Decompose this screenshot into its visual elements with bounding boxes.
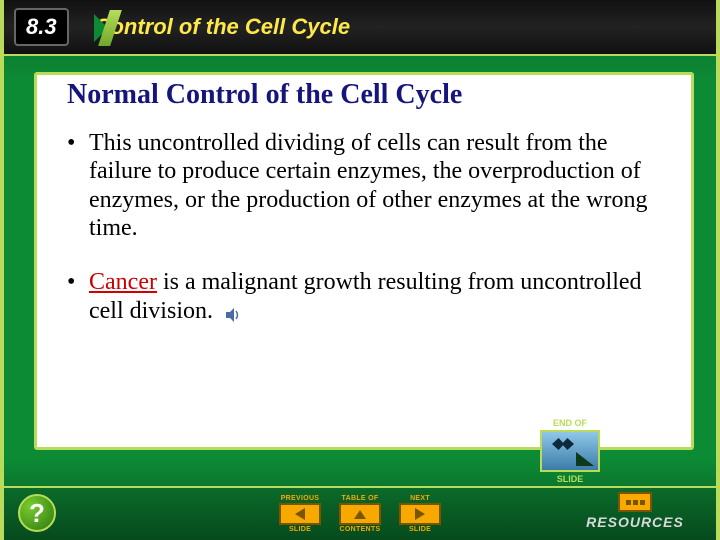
grid-dot-icon [633, 500, 638, 505]
bullet-2-text: is a malignant growth resulting from unc… [89, 269, 642, 323]
slide-header: 8.3 Control of the Cell Cycle [4, 0, 716, 56]
bullet-2: Cancer is a malignant growth resulting f… [67, 268, 673, 325]
toc-icon-box [339, 503, 381, 525]
bullet-1-text: This uncontrolled dividing of cells can … [89, 130, 648, 241]
section-badge: 8.3 [14, 8, 69, 46]
table-of-contents-button[interactable]: TABLE OF CONTENTS [334, 495, 386, 533]
next-label-top: NEXT [394, 495, 446, 502]
prev-icon-box [279, 503, 321, 525]
audio-icon[interactable] [223, 303, 241, 321]
grid-dot-icon [640, 500, 645, 505]
content-title: Normal Control of the Cell Cycle [67, 79, 673, 111]
prev-label-top: PREVIOUS [274, 495, 326, 502]
next-icon-box [399, 503, 441, 525]
toc-label-bot: CONTENTS [334, 526, 386, 533]
help-button[interactable]: ? [18, 494, 56, 532]
end-label-top: END OF [534, 418, 606, 428]
corner-triangle-icon [576, 452, 594, 466]
slide-footer: ? PREVIOUS SLIDE TABLE OF CONTENTS NEXT … [4, 486, 716, 540]
next-label-bot: SLIDE [394, 526, 446, 533]
end-label-bot: SLIDE [534, 474, 606, 484]
arrow-up-icon [354, 510, 366, 519]
prev-label-bot: SLIDE [274, 526, 326, 533]
section-number: 8.3 [26, 14, 57, 39]
chapter-title: Control of the Cell Cycle [95, 14, 350, 40]
resources-icon [618, 492, 652, 512]
content-card: Normal Control of the Cell Cycle This un… [34, 72, 694, 450]
end-of-slide-button[interactable] [540, 430, 600, 472]
bullet-1: This uncontrolled dividing of cells can … [67, 129, 673, 242]
resources-label: RESOURCES [564, 514, 706, 530]
previous-slide-button[interactable]: PREVIOUS SLIDE [274, 495, 326, 533]
end-of-slide: END OF SLIDE [534, 418, 606, 484]
nav-group: PREVIOUS SLIDE TABLE OF CONTENTS NEXT SL… [274, 495, 446, 533]
toc-label-top: TABLE OF [334, 495, 386, 502]
arrow-right-icon [415, 508, 425, 520]
slide-container: 8.3 Control of the Cell Cycle Normal Con… [0, 0, 720, 540]
dolphin-icon [552, 438, 574, 450]
resources-button[interactable]: RESOURCES [564, 492, 706, 530]
next-slide-button[interactable]: NEXT SLIDE [394, 495, 446, 533]
arrow-left-icon [295, 508, 305, 520]
grid-dot-icon [626, 500, 631, 505]
bullet-2-highlight: Cancer [89, 269, 157, 295]
